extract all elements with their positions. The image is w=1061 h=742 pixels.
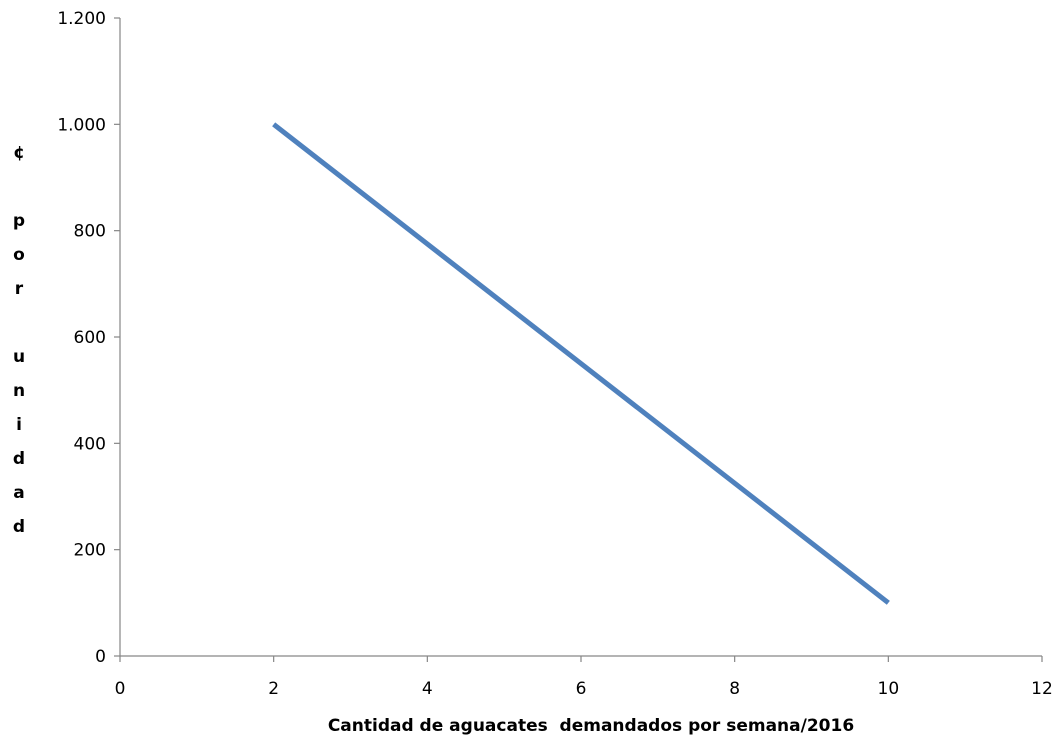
x-axis-ticks: 0 2 4 6 8 10 12 (115, 656, 1053, 699)
y-tick-label: 1.000 (57, 115, 106, 135)
y-axis-label-char: o (13, 245, 25, 265)
axes (119, 18, 1042, 657)
y-axis-label-char: i (16, 415, 22, 435)
y-tick-label: 400 (74, 434, 106, 454)
y-tick-label: 200 (74, 541, 106, 561)
y-axis-label-char: a (13, 483, 24, 503)
x-tick-label: 8 (729, 679, 740, 699)
y-tick-label: 0 (95, 647, 106, 667)
y-axis-label-char: d (13, 449, 25, 469)
y-tick-label: 600 (74, 328, 106, 348)
x-axis-label: Cantidad de aguacates demandados por sem… (328, 716, 854, 736)
y-axis-label-char: d (13, 517, 25, 537)
series-layer (272, 122, 890, 605)
y-axis-label-char: u (13, 347, 25, 367)
x-tick-label: 0 (115, 679, 126, 699)
y-axis-ticks: 0 200 400 600 800 1.000 1.200 (57, 9, 120, 667)
y-tick-label: 1.200 (57, 9, 106, 29)
y-tick-label: 800 (74, 222, 106, 242)
x-tick-label: 10 (878, 679, 900, 699)
x-tick-label: 12 (1031, 679, 1053, 699)
x-tick-label: 6 (576, 679, 587, 699)
series-line (272, 122, 890, 605)
y-axis-label-char: p (13, 211, 25, 231)
x-tick-label: 4 (422, 679, 433, 699)
y-axis-label-char: n (13, 381, 25, 401)
y-axis-label-char: ¢ (13, 143, 25, 163)
y-axis-label-char: r (15, 279, 24, 299)
x-tick-label: 2 (268, 679, 279, 699)
